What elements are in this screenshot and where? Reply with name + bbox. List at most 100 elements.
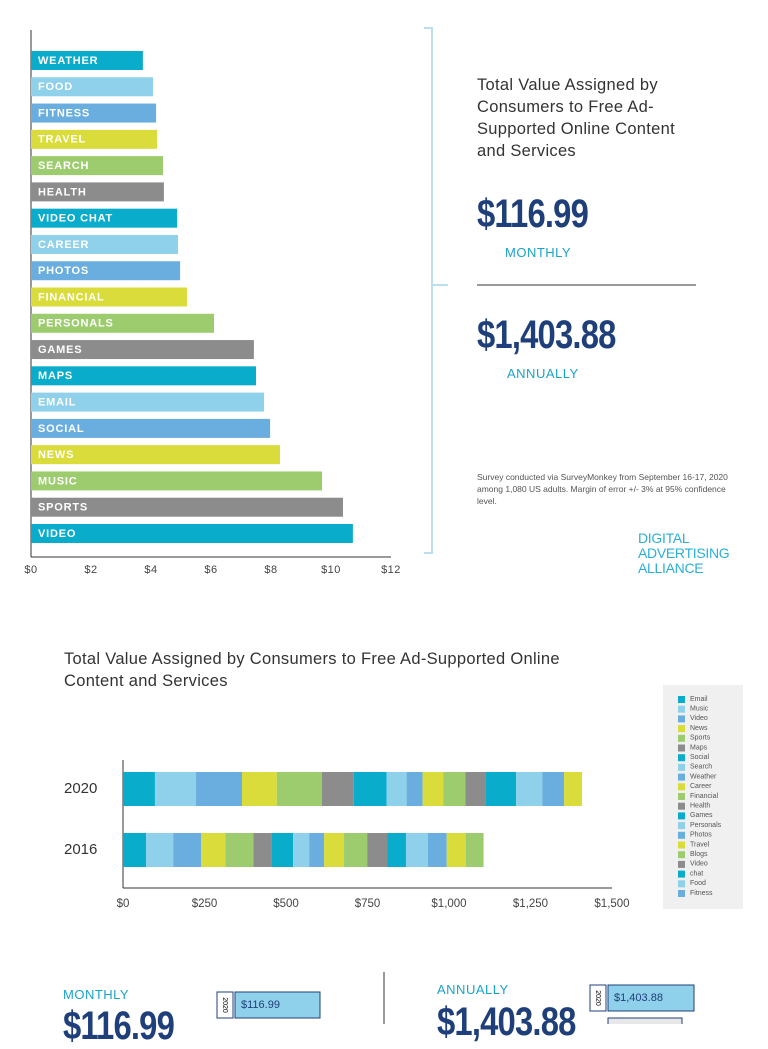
bracket — [424, 27, 448, 554]
bar-segment — [123, 772, 155, 806]
legend-label: Music — [690, 706, 709, 713]
legend-label: Video — [690, 715, 708, 722]
bar — [31, 366, 256, 386]
bar-segment — [422, 772, 444, 806]
bar-segment — [406, 772, 423, 806]
x-tick-label: $12 — [381, 564, 401, 576]
x-tick-label: $4 — [144, 564, 157, 576]
bar-segment — [225, 833, 254, 867]
chart: 2020 $116.99 2020 $1,403.88 $0 $2 $4 $6 $8 $1… — [24, 27, 743, 1024]
bar-label: SPORTS — [38, 502, 88, 514]
year-box — [589, 984, 607, 1012]
legend-swatch — [678, 880, 685, 888]
legend-swatch — [678, 754, 685, 762]
legend-label: Fitness — [690, 890, 713, 897]
bar-label: PERSONALS — [38, 318, 114, 330]
bar — [31, 418, 271, 438]
legend-swatch — [678, 870, 685, 878]
bar-segment — [146, 833, 174, 867]
bar-label: GAMES — [38, 344, 82, 356]
bar-segment — [427, 833, 447, 867]
legend-swatch — [678, 802, 685, 810]
bar-segment — [405, 833, 428, 867]
bar-segment — [173, 833, 202, 867]
x-tick-label: $0 — [24, 564, 37, 576]
legend-swatch — [678, 860, 685, 868]
legend-swatch — [678, 783, 685, 791]
annual-value: $1,403.88 — [477, 313, 616, 357]
year-label: 2020 — [221, 997, 228, 1013]
legend-label: Video — [690, 861, 708, 868]
legend-label: Health — [690, 803, 710, 810]
legend-label: Travel — [690, 841, 710, 848]
bar-segment — [293, 833, 310, 867]
bar-segment — [564, 772, 583, 806]
bar-segment — [154, 772, 197, 806]
chart-title: Total Value Assigned by Consumers to Fre… — [64, 650, 560, 690]
bar — [31, 445, 280, 465]
y-tick-label: 2016 — [64, 841, 97, 858]
bar-segment — [443, 772, 466, 806]
legend-label: Email — [690, 696, 708, 703]
legend-label: chat — [690, 870, 703, 877]
legend-label: Career — [690, 783, 712, 790]
bar-segment — [253, 833, 272, 867]
x-tick-label: $1,250 — [513, 898, 548, 910]
legend-label: Photos — [690, 832, 712, 839]
bar-segment — [201, 833, 226, 867]
bar — [31, 313, 214, 333]
legend-label: Blogs — [690, 851, 708, 858]
bar — [31, 103, 157, 123]
legend-label: Personals — [690, 822, 722, 829]
bar-segment — [196, 772, 242, 806]
bar — [31, 182, 164, 202]
x-tick-label: $0 — [117, 898, 130, 910]
bar — [31, 497, 343, 517]
x-tick-label: $250 — [192, 898, 218, 910]
bar-label: VIDEO CHAT — [38, 213, 113, 225]
bar-label: TRAVEL — [38, 134, 86, 146]
bar-label: MUSIC — [38, 475, 77, 487]
legend-label: Weather — [690, 773, 717, 780]
x-tick-label: $10 — [321, 564, 341, 576]
page: 2020 $116.99 2020 $1,403.88 $0 $2 $4 $6 $8 $1… — [24, 27, 743, 1048]
legend-swatch — [678, 705, 685, 713]
bar-segment — [321, 772, 354, 806]
legend-label: Search — [690, 764, 712, 771]
legend-label: Social — [690, 754, 710, 761]
bar — [31, 261, 181, 281]
bar — [31, 77, 154, 97]
legend-swatch — [678, 763, 685, 771]
bar-label: MAPS — [38, 370, 73, 382]
bar-label: SEARCH — [38, 160, 89, 172]
bar-segment — [387, 833, 406, 867]
bar-segment — [367, 833, 388, 867]
bar-segment — [485, 772, 517, 806]
x-tick-label: $500 — [273, 898, 299, 910]
bar — [31, 392, 265, 412]
x-tick-label: $8 — [264, 564, 277, 576]
legend-label: Food — [690, 880, 706, 887]
legend-swatch — [678, 851, 685, 859]
bar — [31, 471, 322, 491]
bar-label: PHOTOS — [38, 265, 89, 277]
legend-swatch — [678, 696, 685, 703]
annual-value: $1,403.88 — [437, 1000, 576, 1044]
legend-label: Financial — [690, 793, 718, 800]
legend-swatch — [678, 744, 685, 752]
x-tick-label: $6 — [204, 564, 217, 576]
bar-segment — [542, 772, 565, 806]
monthly-value: $116.99 — [477, 192, 589, 236]
legend-swatch — [678, 841, 685, 849]
bar-segment — [324, 833, 345, 867]
bar — [31, 234, 178, 254]
bar-segment — [465, 833, 484, 867]
bar-segment — [386, 772, 407, 806]
legend-swatch — [678, 793, 685, 800]
bar-label: FITNESS — [38, 107, 90, 119]
bar-label: VIDEO — [38, 528, 76, 540]
bar-label: HEALTH — [38, 186, 87, 198]
box-label: $1,403.88 — [614, 992, 663, 1004]
bar-segment — [309, 833, 325, 867]
bar-segment — [465, 772, 486, 806]
